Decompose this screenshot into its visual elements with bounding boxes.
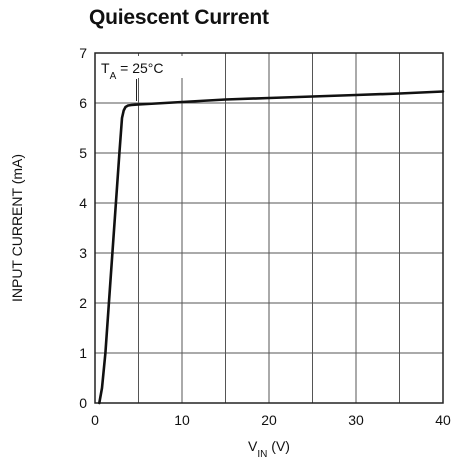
x-axis-label-unit: (V) bbox=[267, 438, 290, 454]
temperature-annotation: TA = 25°C bbox=[97, 56, 197, 101]
series bbox=[98, 90, 445, 405]
y-axis-label: INPUT CURRENT (mA) bbox=[9, 154, 25, 302]
x-tick-label: 40 bbox=[435, 412, 451, 428]
y-tick-label: 1 bbox=[79, 345, 87, 361]
y-tick-label: 5 bbox=[79, 145, 87, 161]
x-tick-label: 20 bbox=[261, 412, 277, 428]
x-tick-label: 30 bbox=[348, 412, 364, 428]
x-axis-label-main: V bbox=[248, 438, 258, 454]
x-axis-label: VIN (V) bbox=[248, 438, 290, 460]
x-tick-label: 0 bbox=[91, 412, 99, 428]
x-axis-label-sub: IN bbox=[257, 449, 267, 460]
annotation-text: TA = 25°C bbox=[101, 60, 163, 82]
y-tick-label: 6 bbox=[79, 95, 87, 111]
plot-frame bbox=[94, 52, 444, 404]
grid bbox=[95, 53, 443, 403]
y-tick-label: 7 bbox=[79, 45, 87, 61]
tick-labels: 0 10 20 30 40 0 1 2 3 4 5 6 7 bbox=[79, 45, 451, 428]
y-tick-label: 3 bbox=[79, 245, 87, 261]
annotation-rest: = 25°C bbox=[116, 60, 163, 76]
series-line bbox=[98, 90, 445, 405]
y-tick-label: 4 bbox=[79, 195, 87, 211]
annotation-sub: A bbox=[110, 71, 117, 82]
x-tick-label: 10 bbox=[174, 412, 190, 428]
y-tick-label: 0 bbox=[79, 395, 87, 411]
y-tick-label: 2 bbox=[79, 295, 87, 311]
annotation-main: T bbox=[101, 60, 110, 76]
chart-title: Quiescent Current bbox=[89, 6, 269, 29]
